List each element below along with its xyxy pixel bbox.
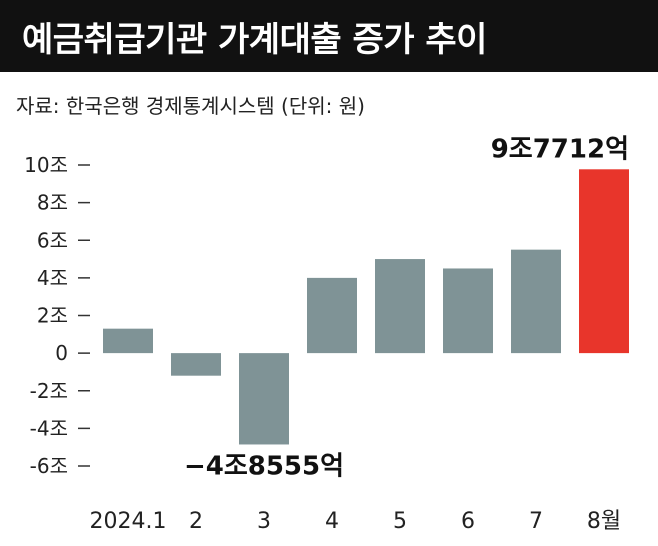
y-tick-label: 0 (55, 341, 68, 365)
data-label: −4조8555억 (184, 451, 344, 481)
bar (239, 353, 289, 445)
data-label: 9조7712억 (491, 134, 629, 164)
bar (375, 259, 425, 354)
x-tick-label: 2 (189, 509, 203, 534)
y-tick-label: 8조 (37, 191, 68, 215)
x-tick-label: 2024.1 (90, 509, 167, 534)
source-note: 자료: 한국은행 경제통계시스템 (단위: 원) (16, 94, 365, 118)
x-tick-label: 6 (461, 509, 475, 534)
y-tick-label: 6조 (37, 228, 68, 252)
y-tick-label: -6조 (30, 454, 68, 478)
bar (103, 328, 153, 354)
y-tick-label: 4조 (37, 266, 68, 290)
x-tick-label: 7 (529, 509, 543, 534)
y-tick-label: -2조 (30, 379, 68, 403)
bar (443, 268, 493, 354)
x-tick-label: 5 (393, 509, 407, 534)
y-tick-label: 10조 (24, 153, 68, 177)
x-tick-label: 4 (325, 509, 339, 534)
x-tick-label: 8월 (587, 509, 621, 534)
title-bar: 예금취급기관 가계대출 증가 추이 (0, 0, 658, 72)
bar (171, 353, 221, 376)
chart-title: 예금취급기관 가계대출 증가 추이 (22, 20, 487, 60)
y-tick-label: -4조 (30, 416, 68, 440)
x-tick-label: 3 (257, 509, 271, 534)
bar (511, 249, 561, 354)
bar (307, 277, 357, 354)
bar (579, 169, 629, 354)
y-tick-label: 2조 (37, 304, 68, 328)
